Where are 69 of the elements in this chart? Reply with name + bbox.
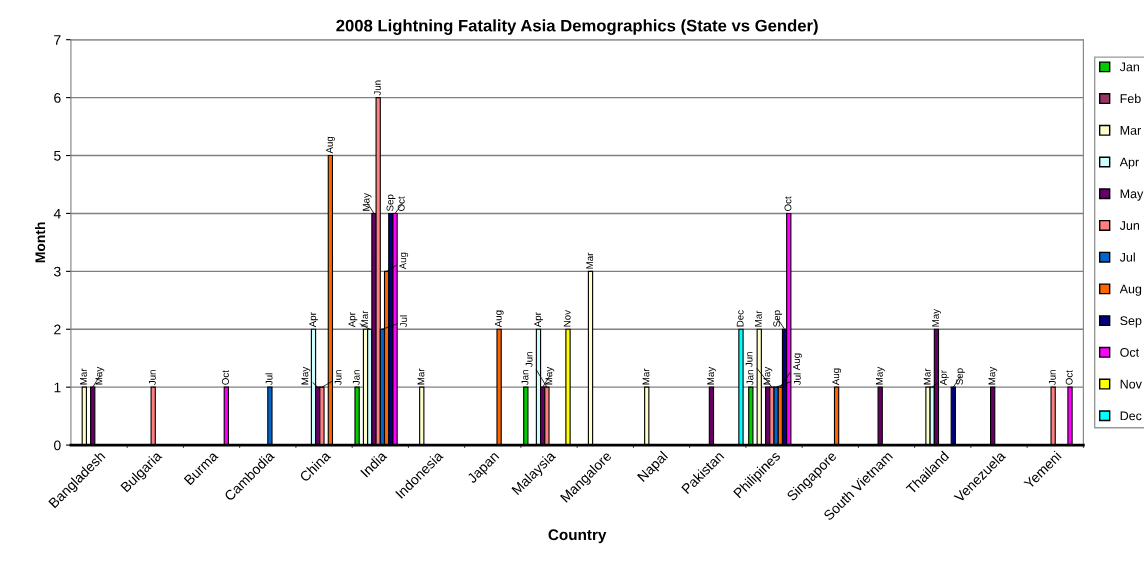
legend-label: Apr [1119,157,1139,169]
data-label: Aug [399,252,409,270]
data-label: Aug [832,368,842,386]
data-label: May [362,193,372,211]
data-label: Apr [348,312,358,328]
data-label: Nov [563,310,571,327]
data-label: Jul [265,373,273,386]
y-tick-label: 1 [54,382,61,393]
y-tick-label: 7 [54,35,61,45]
data-label: Jun [1048,370,1056,386]
data-label: Mar [642,368,650,385]
data-label: Oct [222,370,229,385]
legend-label: Sep [1120,316,1142,328]
data-label: Mar [80,368,87,385]
data-label: Oct [784,196,792,211]
data-label: May [988,366,998,385]
data-label: Sep [386,194,396,211]
data-label: Aug [494,310,504,328]
data-label: Aug [793,353,802,371]
data-label: Aug [326,136,335,154]
data-label: May [301,366,311,385]
data-label: Jan [521,370,529,386]
data-label: Dec [736,310,744,327]
data-label: Jun [525,352,533,368]
data-label: Jun [745,352,753,368]
data-label: Oct [397,196,405,211]
data-label: May [876,366,885,385]
data-label: Oct [1065,370,1073,385]
y-tick-label: 6 [54,92,61,103]
legend-label: Nov [1120,379,1142,389]
data-label: Jul [793,373,801,386]
chart-title: 2008 Lightning Fatality Asia Demographics (State vs Gender) [336,19,818,35]
data-label: Jul [399,315,407,328]
legend-label: Jan [1119,62,1140,72]
data-label: Mar [923,368,931,385]
data-label: Jun [374,80,381,96]
data-label: Apr [940,370,949,386]
y-axis-title: Month [34,222,46,263]
data-label: Sep [956,368,965,385]
data-label: May [763,366,773,385]
legend-label: Oct [1120,347,1140,357]
data-label: Mar [586,252,594,269]
legend-label: Aug [1119,284,1142,296]
legend-label: Dec [1120,411,1142,421]
data-label: Jun [149,370,156,386]
legend-label: Feb [1120,93,1141,104]
data-label: Jan [746,370,754,386]
data-label: May [545,366,555,385]
data-label: Mar [417,368,425,385]
legend-label: Mar [1120,126,1141,135]
y-tick-label: 5 [54,151,61,161]
y-tick-label: 3 [54,266,61,277]
data-label: May [95,366,105,385]
x-axis-title: Country [548,529,607,544]
data-label: Apr [534,312,544,328]
data-label: Jun [334,370,342,386]
data-label: May [707,366,716,385]
legend-label: Jul [1119,252,1135,262]
legend-label: Jun [1119,221,1140,230]
data-label: Sep [773,310,783,327]
y-tick-label: 2 [54,324,61,335]
data-label: Jan [352,370,360,386]
data-label: Mar [755,310,762,327]
data-label: Mar [361,310,369,327]
data-label: Apr [309,312,319,328]
y-tick-label: 0 [54,440,61,451]
y-tick-label: 4 [53,208,61,219]
data-label: May [932,308,941,327]
legend-label: May [1120,189,1144,201]
